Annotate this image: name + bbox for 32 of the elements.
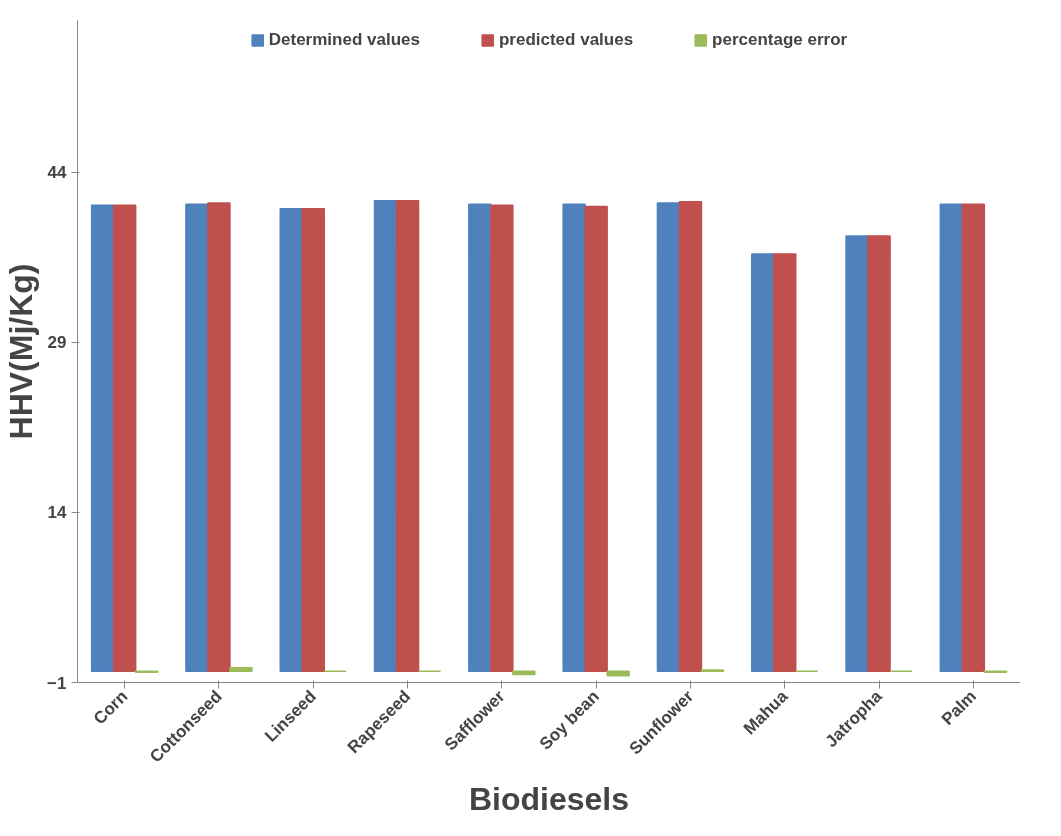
bar xyxy=(468,203,492,672)
bar xyxy=(562,203,586,672)
legend-label: percentage error xyxy=(712,30,848,50)
bar xyxy=(606,670,630,677)
legend-label: Determined values xyxy=(268,30,420,50)
bar xyxy=(584,205,608,672)
bar xyxy=(867,235,891,672)
bar xyxy=(373,199,398,672)
y-tick-label: 14 xyxy=(47,503,68,523)
y-tick-label: −1 xyxy=(47,673,67,693)
bar xyxy=(185,203,209,672)
bar xyxy=(961,203,986,672)
bar xyxy=(279,207,303,672)
bar xyxy=(490,204,514,672)
bar xyxy=(656,202,681,672)
x-axis-title: Biodiesels xyxy=(468,781,630,818)
y-axis-title: HHV(Mj/Kg) xyxy=(3,263,40,440)
bar xyxy=(90,204,115,672)
bar xyxy=(678,201,703,672)
bar xyxy=(301,207,325,672)
y-tick-label: 29 xyxy=(47,333,67,353)
bar xyxy=(750,253,775,672)
bar xyxy=(939,203,964,672)
bar xyxy=(773,253,797,672)
bar xyxy=(845,235,869,672)
bar xyxy=(112,204,137,672)
bar xyxy=(207,202,231,672)
bar xyxy=(512,670,536,676)
legend-label: predicted values xyxy=(498,30,634,50)
y-tick-label: 44 xyxy=(47,163,68,183)
bar xyxy=(395,199,420,672)
bar xyxy=(229,667,253,672)
